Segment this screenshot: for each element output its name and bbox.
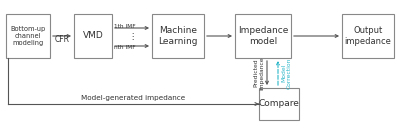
Bar [342, 14, 394, 58]
Text: Model-generated impedance: Model-generated impedance [81, 95, 186, 101]
Text: Predicted
impedance: Predicted impedance [253, 56, 264, 90]
Bar [235, 14, 291, 58]
Text: nth IMF: nth IMF [114, 45, 136, 50]
Text: Machine
Learning: Machine Learning [158, 26, 198, 46]
Text: CFR: CFR [55, 35, 69, 44]
Text: Compare: Compare [259, 99, 300, 108]
Text: 1th IMF: 1th IMF [114, 24, 136, 29]
Text: Output
impedance: Output impedance [344, 26, 391, 46]
Text: Model
Correction: Model Correction [281, 57, 292, 89]
Text: Bottom-up
channel
modeling: Bottom-up channel modeling [10, 26, 46, 47]
Text: ⋮: ⋮ [128, 31, 136, 40]
Bar [74, 14, 112, 58]
Bar [6, 14, 50, 58]
Text: Impedance
model: Impedance model [238, 26, 288, 46]
Bar [259, 88, 299, 120]
Text: VMD: VMD [83, 31, 103, 40]
Bar [152, 14, 204, 58]
